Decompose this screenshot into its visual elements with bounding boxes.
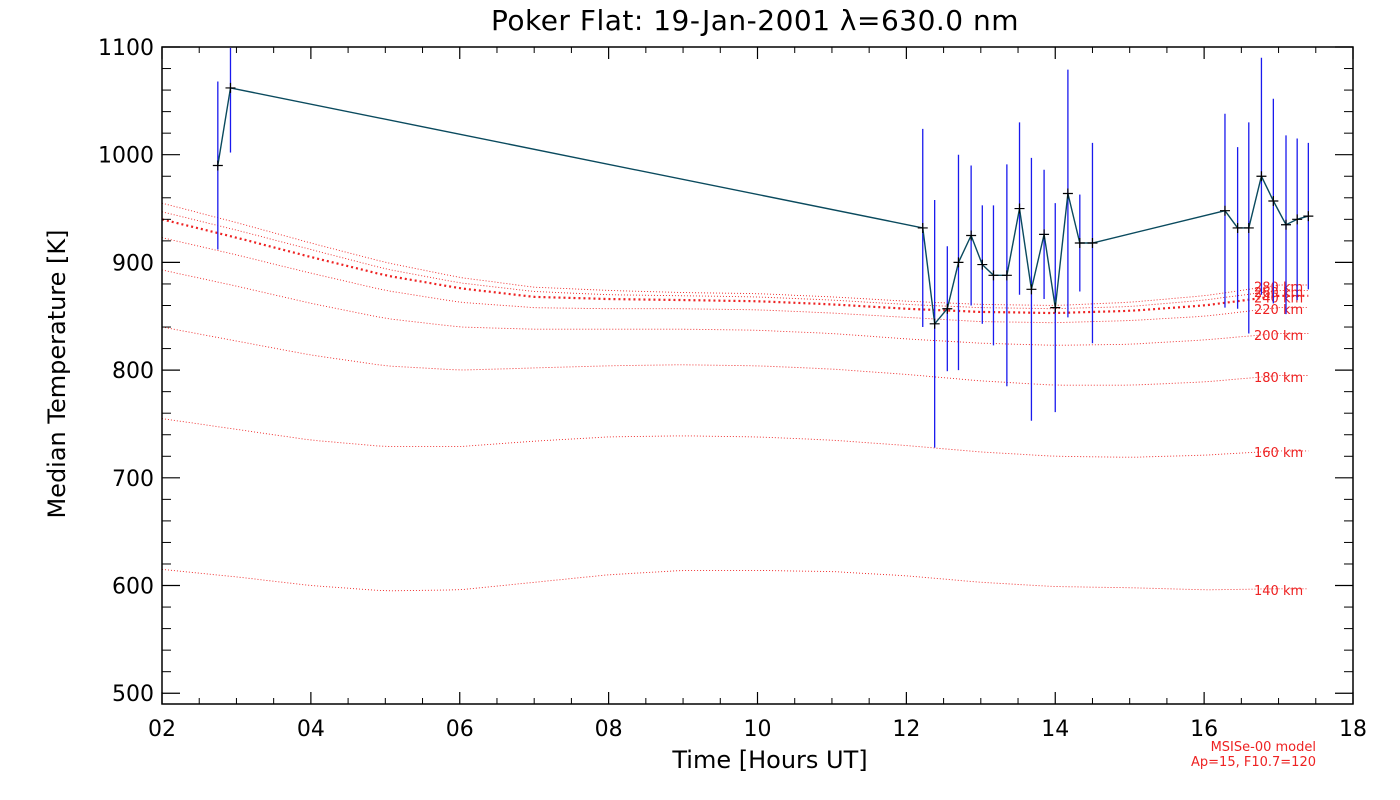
model-curve-label: 160 km (1254, 446, 1303, 461)
data-point (1292, 214, 1303, 225)
model-curve (161, 418, 1309, 458)
model-curve (161, 269, 1309, 346)
model-note: MSISe-00 model Ap=15, F10.7=120 (1191, 740, 1316, 770)
model-curve-label: 260 km (1254, 286, 1303, 301)
data-point (966, 230, 977, 241)
y-axis-label: Median Temperature [K] (43, 229, 71, 519)
data-point (1014, 203, 1025, 214)
data-point (1062, 188, 1073, 199)
data-point (1001, 270, 1012, 281)
data-point (212, 160, 223, 171)
x-tick-label: 04 (297, 717, 325, 742)
y-tick-label: 1000 (98, 144, 154, 169)
y-tick-label: 800 (112, 359, 154, 384)
model-curve (161, 202, 1309, 306)
x-tick-label: 08 (595, 717, 623, 742)
data-point (917, 222, 928, 233)
data-point (1039, 229, 1050, 240)
data-point (1074, 238, 1085, 249)
data-point (1243, 222, 1254, 233)
temperature-line (217, 87, 1309, 326)
y-tick-label: 700 (112, 467, 154, 492)
data-point (1256, 171, 1267, 182)
data-point (953, 257, 964, 268)
model-name: MSISe-00 model (1210, 740, 1316, 755)
model-curve (161, 568, 1309, 592)
x-tick-label: 12 (892, 717, 920, 742)
x-tick-label: 14 (1041, 717, 1069, 742)
data-point (977, 259, 988, 270)
y-tick-label: 500 (112, 682, 154, 707)
data-point (1219, 205, 1230, 216)
data-point (1026, 284, 1037, 295)
data-point (1232, 222, 1243, 233)
model-params: Ap=15, F10.7=120 (1191, 755, 1316, 770)
y-tick-label: 900 (112, 251, 154, 276)
data-point (988, 270, 999, 281)
x-tick-label: 06 (446, 717, 474, 742)
data-point (1268, 196, 1279, 207)
chart-title: Poker Flat: 19-Jan-2001 λ=630.0 nm (490, 4, 1020, 37)
data-point (225, 82, 236, 93)
data-point (1050, 302, 1061, 313)
data-point (1281, 219, 1292, 230)
model-curve (161, 218, 1309, 315)
model-curve (161, 211, 1309, 310)
x-tick-label: 02 (148, 717, 176, 742)
model-curve-label: 140 km (1254, 584, 1303, 599)
y-tick-label: 600 (112, 575, 154, 600)
model-curve-label: 180 km (1254, 371, 1303, 386)
x-tick-label: 10 (744, 717, 772, 742)
data-point (929, 318, 940, 329)
model-curve-label: 200 km (1254, 329, 1303, 344)
plot-frame (161, 46, 1354, 705)
measured-series (212, 48, 1314, 448)
model-curve (161, 326, 1309, 386)
x-tick-label: 16 (1190, 717, 1218, 742)
y-tick-label: 1100 (98, 36, 154, 61)
data-point (1303, 211, 1314, 222)
x-tick-label: 18 (1339, 717, 1367, 742)
data-point (1087, 238, 1098, 249)
model-curve-label: 220 km (1254, 303, 1303, 318)
x-axis-label: Time [Hours UT] (672, 746, 868, 774)
axes: 02 04 06 08 10 12 14 16 18 500 600 700 800 900 1000 110… (98, 36, 1367, 742)
model-curve-label: 240 km (1254, 291, 1303, 306)
model-curve-label: 280 km (1254, 281, 1303, 296)
data-point (942, 303, 953, 314)
model-curve (161, 237, 1309, 324)
